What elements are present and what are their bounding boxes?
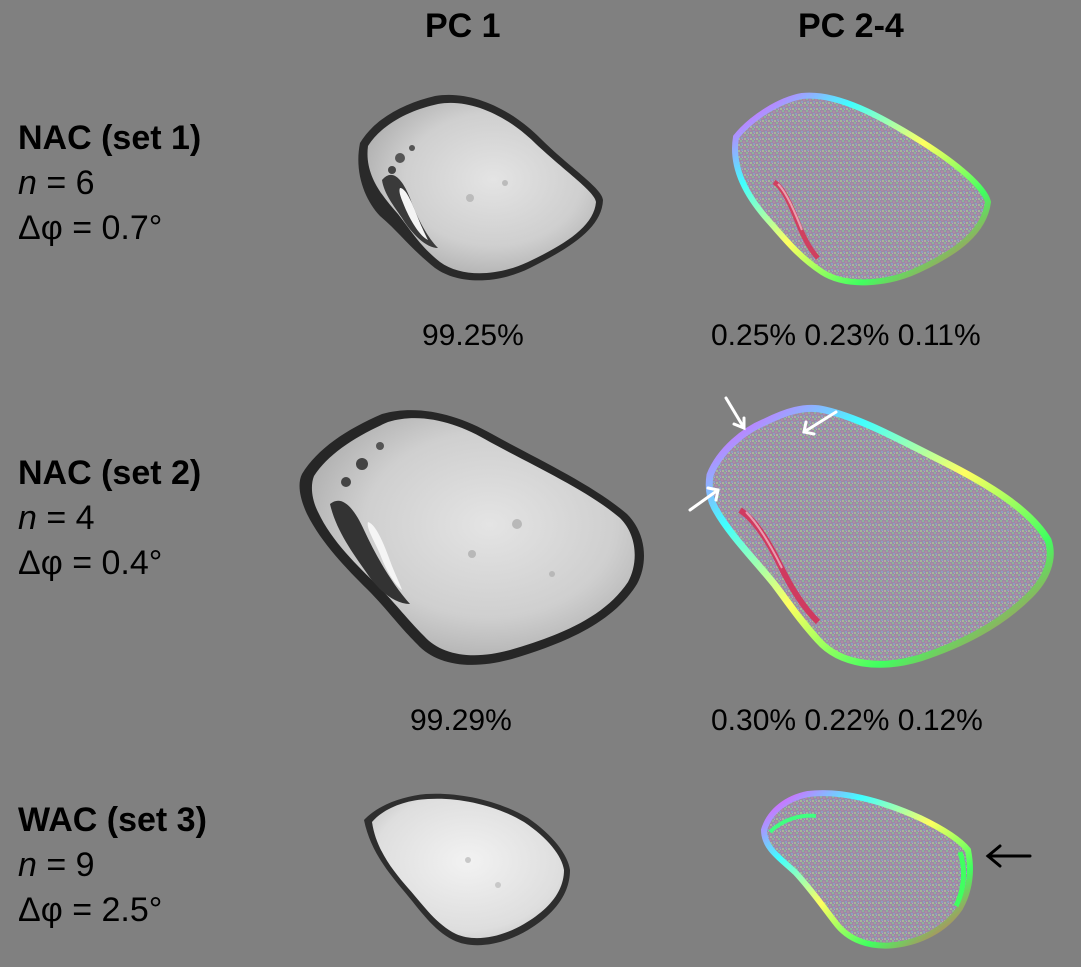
phase-angle-range: Δφ = 0.4° — [18, 544, 163, 582]
black-arrow-icon — [984, 842, 1034, 870]
phase-angle-range: Δφ = 2.5° — [18, 891, 163, 929]
arrow-icon — [688, 488, 720, 512]
pc1-image-set2 — [292, 404, 652, 674]
image-count: n = 4 — [18, 499, 95, 537]
image-count: n = 9 — [18, 846, 95, 884]
phase-angle-range: Δφ = 0.7° — [18, 209, 163, 247]
row-label-set3: WAC (set 3) n = 9 Δφ = 2.5° — [18, 798, 207, 933]
pc2-4-variance-set1: 0.25% 0.23% 0.11% — [711, 319, 981, 352]
pc1-variance-set2: 99.29% — [410, 704, 512, 737]
row-label-set1: NAC (set 1) n = 6 Δφ = 0.7° — [18, 116, 201, 251]
instrument-name: NAC (set 2) — [18, 454, 202, 492]
arrow-icon — [724, 396, 746, 430]
pc2-4-variance-set2: 0.30% 0.22% 0.12% — [711, 704, 983, 737]
pc1-image-set3 — [358, 790, 578, 950]
instrument-name: NAC (set 1) — [18, 119, 202, 157]
instrument-name: WAC (set 3) — [18, 801, 207, 839]
arrow-icon — [802, 410, 838, 434]
white-arrows-overlay — [686, 390, 846, 520]
pc1-image-set1 — [340, 88, 610, 288]
column-header-pc1: PC 1 — [425, 7, 501, 45]
pc2-4-image-set2 — [700, 400, 1060, 675]
image-count: n = 6 — [18, 164, 95, 202]
pc1-variance-set1: 99.25% — [422, 319, 524, 352]
pc2-4-image-set1 — [722, 92, 992, 292]
row-label-set2: NAC (set 2) n = 4 Δφ = 0.4° — [18, 451, 201, 586]
column-header-pc2-4: PC 2-4 — [798, 7, 904, 45]
pc2-4-image-set3 — [760, 790, 980, 950]
